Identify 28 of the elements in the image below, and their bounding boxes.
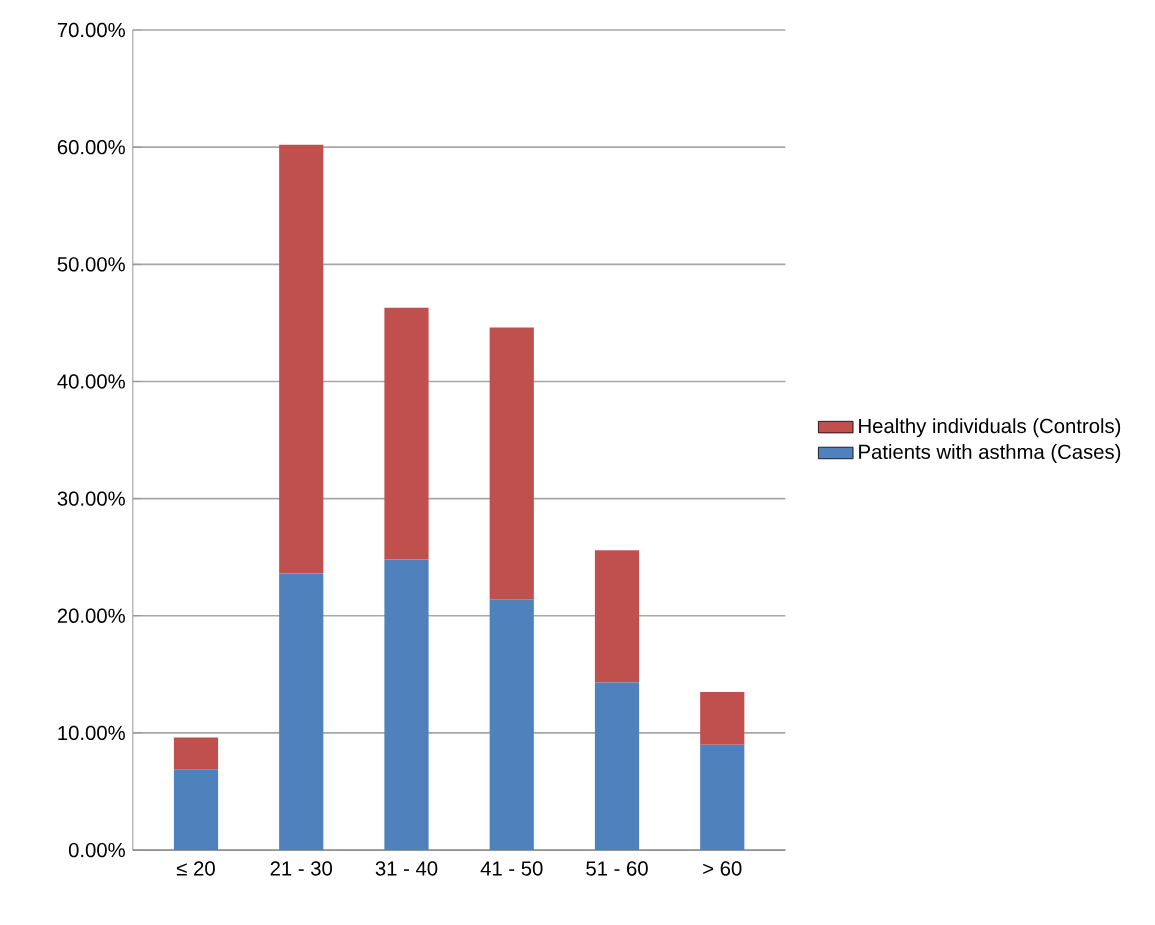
y-tick-label: 10.00% xyxy=(58,725,125,741)
y-tick-label: 20.00% xyxy=(57,608,125,623)
bar xyxy=(384,559,429,851)
bar xyxy=(173,737,219,770)
x-tick-label: 31 - 40 xyxy=(375,861,438,876)
legend-label: Healthy individuals (Controls) xyxy=(859,418,1121,438)
bar xyxy=(384,307,429,560)
x-tick-label: 51 - 60 xyxy=(586,861,648,876)
bar xyxy=(279,573,324,851)
x-tick-label: ≤ 20 xyxy=(176,861,215,876)
y-tick-label: 70.00% xyxy=(57,22,125,38)
y-tick-label: 60.00% xyxy=(57,139,125,155)
y-tick-label: 40.00% xyxy=(57,374,125,389)
bar xyxy=(594,682,640,851)
bar xyxy=(489,327,534,600)
x-tick-label: 21 - 30 xyxy=(270,861,333,876)
bar xyxy=(279,144,324,574)
bar xyxy=(700,691,745,745)
y-tick-label: 50.00% xyxy=(57,257,125,272)
bar xyxy=(700,744,745,851)
x-tick-label: > 60 xyxy=(703,861,742,876)
y-tick-label: 0.00% xyxy=(68,842,125,858)
bar xyxy=(594,550,640,683)
bar xyxy=(489,599,534,851)
bar xyxy=(173,769,219,851)
legend-label: Patients with asthma (Cases) xyxy=(859,444,1121,463)
y-tick-label: 30.00% xyxy=(57,491,125,506)
x-tick-label: 41 - 50 xyxy=(480,861,543,876)
